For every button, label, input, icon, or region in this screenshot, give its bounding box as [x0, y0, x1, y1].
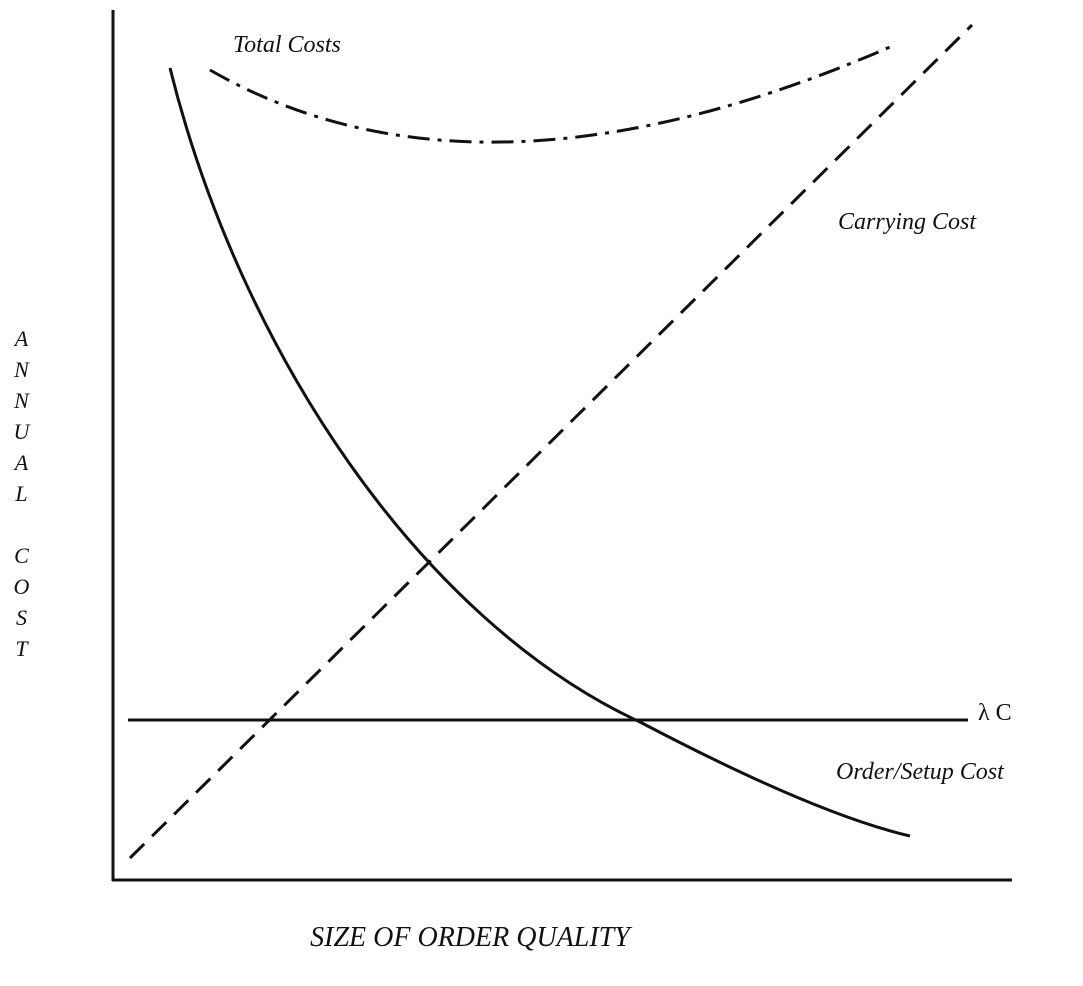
total-costs-curve — [209, 45, 891, 144]
lambda-c-label: λ C — [978, 700, 1012, 726]
carrying-cost-label: Carrying Cost — [838, 209, 977, 235]
carrying-cost-line — [128, 23, 974, 860]
order-setup-cost-label: Order/Setup Cost — [836, 759, 1005, 785]
x-axis-label: SIZE OF ORDER QUALITY — [310, 922, 630, 953]
order-setup-cost-curve — [168, 67, 911, 838]
y-axis-label: ANNUAL COST — [9, 326, 34, 667]
total-costs-label: Total Costs — [233, 32, 341, 58]
